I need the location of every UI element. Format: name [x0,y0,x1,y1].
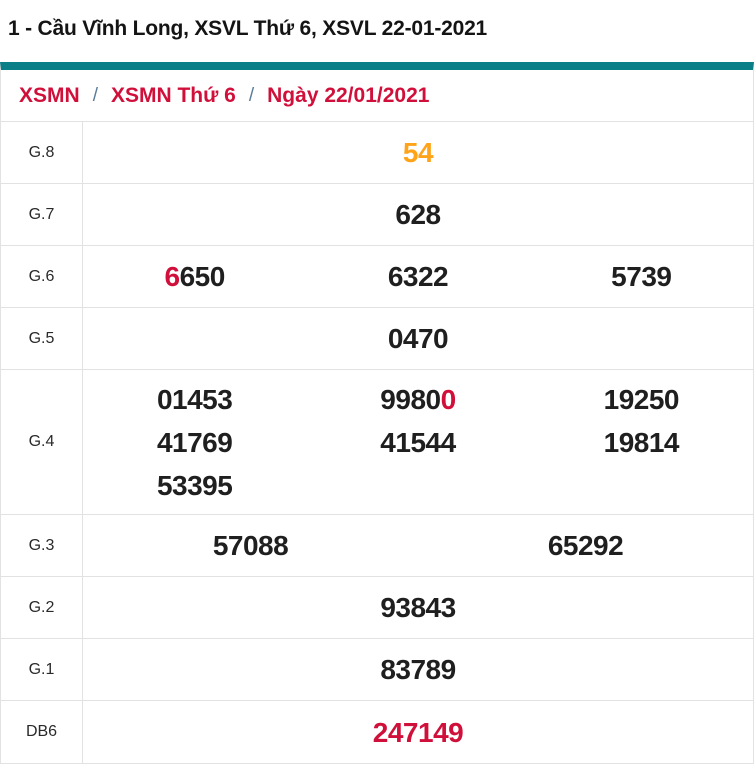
number-text: 650 [179,261,226,292]
prize-label-g2: G.2 [1,577,83,638]
prize-number: 41544 [306,421,529,464]
number-text: 9980 [380,383,441,415]
number-text-highlighted: 247149 [372,716,464,748]
prize-number: 6650 [83,255,306,298]
breadcrumb-separator: / [248,84,255,106]
number-text: 19814 [603,426,680,458]
breadcrumb: XSMN / XSMN Thứ 6 / Ngày 22/01/2021 [1,70,753,122]
prize-number: 6322 [306,255,529,298]
prize-number: 54 [83,131,753,174]
prize-values-g3: 57088 65292 [83,515,753,576]
prize-number: 99800 [306,378,529,421]
prize-row-g7: G.7 628 [1,184,753,246]
prize-number-special: 247149 [83,711,753,754]
page-title: 1 - Cầu Vĩnh Long, XSVL Thứ 6, XSVL 22-0… [8,17,488,40]
prize-label-db6: DB6 [1,701,83,763]
prize-values-g5: 0470 [83,308,753,369]
prize-values-g2: 93843 [83,577,753,638]
prize-values-g8: 54 [83,122,753,183]
prize-number: 83789 [83,648,753,691]
number-text: 41769 [156,426,233,458]
prize-number: 93843 [83,586,753,629]
prize-row-g4: G.4 01453 99800 19250 41769 41544 19814 … [1,370,753,515]
number-text-highlighted: 6 [164,261,181,292]
prize-number: 53395 [83,464,306,507]
prize-row-g1: G.1 83789 [1,639,753,701]
number-text: 01453 [156,383,233,415]
prize-label-g7: G.7 [1,184,83,245]
prize-number: 5739 [530,255,753,298]
prize-values-g7: 628 [83,184,753,245]
breadcrumb-separator: / [92,84,98,106]
lottery-results-table: XSMN / XSMN Thứ 6 / Ngày 22/01/2021 G.8 … [0,62,754,764]
prize-label-g8: G.8 [1,122,83,183]
number-text: 57088 [212,530,289,561]
prize-number: 57088 [83,524,418,567]
prize-number: 41769 [83,421,306,464]
number-text: 0470 [387,323,449,354]
prize-number: 0470 [83,317,753,360]
prize-row-g5: G.5 0470 [1,308,753,370]
prize-row-g2: G.2 93843 [1,577,753,639]
number-text-highlighted: 0 [440,383,457,415]
prize-label-g4: G.4 [1,370,83,514]
prize-number: 19250 [530,378,753,421]
prize-row-db6: DB6 247149 [1,701,753,763]
prize-row-g8: G.8 54 [1,122,753,184]
number-text: 41544 [380,426,456,458]
number-text: 5739 [611,261,672,292]
prize-values-db6: 247149 [83,701,753,763]
prize-values-g1: 83789 [83,639,753,700]
number-text: 19250 [603,383,680,415]
prize-number: 65292 [418,524,753,567]
number-text: 65292 [547,530,624,561]
prize-values-g4: 01453 99800 19250 41769 41544 19814 5339… [83,370,753,514]
breadcrumb-link-xsmn-thu-6[interactable]: XSMN Thứ 6 [110,83,236,107]
prize-label-g3: G.3 [1,515,83,576]
prize-row-g6: G.6 6650 6322 5739 [1,246,753,308]
prize-number: 01453 [83,378,306,421]
number-text: 53395 [156,469,233,501]
number-text: 93843 [380,592,456,623]
breadcrumb-link-date[interactable]: Ngày 22/01/2021 [267,83,430,107]
prize-label-g5: G.5 [1,308,83,369]
prize-label-g1: G.1 [1,639,83,700]
number-text: 6322 [387,261,449,292]
number-text: 628 [395,199,441,230]
prize-row-g3: G.3 57088 65292 [1,515,753,577]
prize-values-g6: 6650 6322 5739 [83,246,753,307]
prize-label-g6: G.6 [1,246,83,307]
prize-number: 19814 [530,421,753,464]
number-text: 54 [402,137,434,168]
number-text: 83789 [380,654,456,685]
breadcrumb-link-xsmn[interactable]: XSMN [19,83,80,107]
prize-number: 628 [83,193,753,236]
